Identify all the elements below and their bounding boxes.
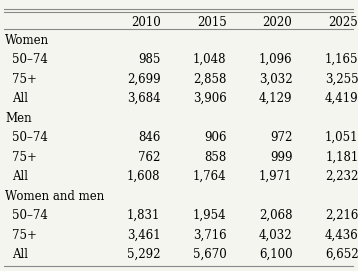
Text: 2,699: 2,699 <box>127 73 160 86</box>
Text: 50–74: 50–74 <box>13 131 48 144</box>
Text: 4,129: 4,129 <box>259 92 292 105</box>
Text: 5,670: 5,670 <box>193 248 227 261</box>
Text: 1,048: 1,048 <box>193 53 227 66</box>
Text: Women: Women <box>5 34 49 47</box>
Text: All: All <box>13 170 29 183</box>
Text: 999: 999 <box>270 151 292 164</box>
Text: 1,096: 1,096 <box>259 53 292 66</box>
Text: 1,181: 1,181 <box>325 151 358 164</box>
Text: 2020: 2020 <box>263 16 292 29</box>
Text: 2,858: 2,858 <box>193 73 227 86</box>
Text: 75+: 75+ <box>13 229 37 242</box>
Text: 75+: 75+ <box>13 73 37 86</box>
Text: 1,764: 1,764 <box>193 170 227 183</box>
Text: 1,165: 1,165 <box>325 53 358 66</box>
Text: 3,461: 3,461 <box>127 229 160 242</box>
Text: 3,906: 3,906 <box>193 92 227 105</box>
Text: 6,100: 6,100 <box>259 248 292 261</box>
Text: 2,068: 2,068 <box>259 209 292 222</box>
Text: 50–74: 50–74 <box>13 53 48 66</box>
Text: 846: 846 <box>138 131 160 144</box>
Text: 1,971: 1,971 <box>259 170 292 183</box>
Text: 4,032: 4,032 <box>259 229 292 242</box>
Text: 985: 985 <box>138 53 160 66</box>
Text: 3,684: 3,684 <box>127 92 160 105</box>
Text: 2025: 2025 <box>329 16 358 29</box>
Text: 3,255: 3,255 <box>325 73 358 86</box>
Text: 3,032: 3,032 <box>259 73 292 86</box>
Text: 50–74: 50–74 <box>13 209 48 222</box>
Text: 2010: 2010 <box>131 16 160 29</box>
Text: 1,831: 1,831 <box>127 209 160 222</box>
Text: 762: 762 <box>138 151 160 164</box>
Text: 858: 858 <box>204 151 227 164</box>
Text: 972: 972 <box>270 131 292 144</box>
Text: 4,419: 4,419 <box>325 92 358 105</box>
Text: 3,716: 3,716 <box>193 229 227 242</box>
Text: 4,436: 4,436 <box>325 229 358 242</box>
Text: 2015: 2015 <box>197 16 227 29</box>
Text: 2,216: 2,216 <box>325 209 358 222</box>
Text: 2,232: 2,232 <box>325 170 358 183</box>
Text: 1,608: 1,608 <box>127 170 160 183</box>
Text: 1,051: 1,051 <box>325 131 358 144</box>
Text: All: All <box>13 92 29 105</box>
Text: All: All <box>13 248 29 261</box>
Text: Men: Men <box>5 112 32 125</box>
Text: 5,292: 5,292 <box>127 248 160 261</box>
Text: 6,652: 6,652 <box>325 248 358 261</box>
Text: Women and men: Women and men <box>5 190 105 203</box>
Text: 906: 906 <box>204 131 227 144</box>
Text: 1,954: 1,954 <box>193 209 227 222</box>
Text: 75+: 75+ <box>13 151 37 164</box>
